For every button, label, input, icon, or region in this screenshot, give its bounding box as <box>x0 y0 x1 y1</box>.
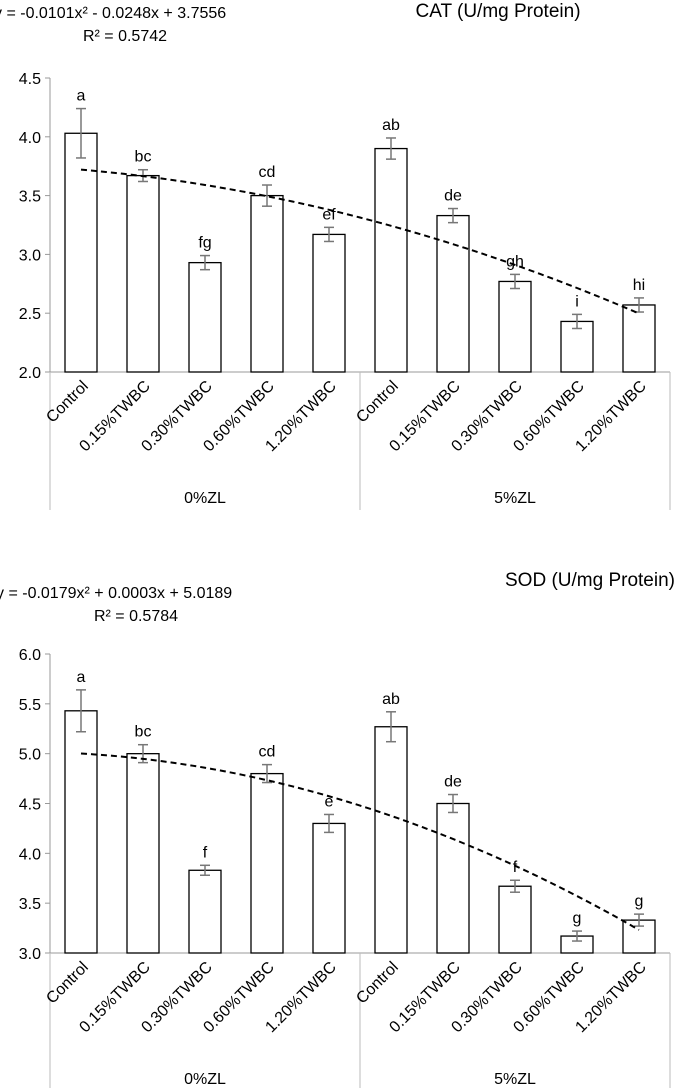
sod-significance-letter: bc <box>135 724 152 741</box>
sod-category-label: Control <box>353 959 401 1007</box>
sod-chart: y = -0.0179x² + 0.0003x + 5.0189 R² = 0.… <box>0 570 675 1088</box>
sod-bar <box>498 885 532 954</box>
cat-significance-letter: a <box>77 88 86 105</box>
cat-category-label: Control <box>353 378 401 426</box>
sod-significance-letter: f <box>203 844 208 861</box>
cat-bar <box>126 174 160 373</box>
cat-significance-letter: cd <box>259 164 276 181</box>
cat-category-label: Control <box>43 378 91 426</box>
sod-significance-letter: f <box>513 859 518 876</box>
sod-group-label: 0%ZL <box>184 1071 226 1088</box>
sod-significance-letter: g <box>573 910 582 927</box>
sod-chart-title: SOD (U/mg Protein) <box>505 570 675 591</box>
cat-trend-equation: y = -0.0101x² - 0.0248x + 3.7556 <box>0 5 226 22</box>
sod-significance-letter: a <box>77 669 86 686</box>
sod-r-squared: R² = 0.5784 <box>94 608 178 625</box>
sod-y-tick-label: 5.5 <box>19 697 41 714</box>
cat-bar <box>622 304 656 373</box>
sod-y-tick-label: 6.0 <box>19 647 41 664</box>
cat-r-squared: R² = 0.5742 <box>83 28 167 45</box>
sod-significance-letter: e <box>325 793 334 810</box>
cat-significance-letter: i <box>575 293 579 310</box>
sod-y-tick-label: 4.5 <box>19 797 41 814</box>
cat-bar <box>250 194 284 373</box>
sod-y-tick-label: 5.0 <box>19 747 41 764</box>
sod-significance-letter: g <box>635 893 644 910</box>
cat-y-tick-label: 3.5 <box>19 189 41 206</box>
sod-bar <box>126 753 160 954</box>
sod-bar <box>436 802 470 954</box>
cat-bar <box>498 280 532 373</box>
cat-significance-letter: bc <box>135 149 152 166</box>
cat-y-tick-label: 4.0 <box>19 130 41 147</box>
sod-trend-equation: y = -0.0179x² + 0.0003x + 5.0189 <box>0 585 232 602</box>
cat-bar <box>64 132 98 373</box>
sod-bar <box>188 869 222 954</box>
cat-chart: y = -0.0101x² - 0.0248x + 3.7556 R² = 0.… <box>0 1 671 510</box>
cat-chart-title: CAT (U/mg Protein) <box>415 1 580 22</box>
sod-bar <box>374 726 408 954</box>
cat-trendline <box>80 168 640 315</box>
cat-group-label: 0%ZL <box>184 490 226 507</box>
cat-y-tick-label: 4.5 <box>19 71 41 88</box>
sod-y-tick-label: 4.0 <box>19 846 41 863</box>
cat-bar <box>374 147 408 373</box>
cat-y-tick-label: 2.5 <box>19 306 41 323</box>
cat-group-label: 5%ZL <box>494 490 536 507</box>
sod-y-tick-label: 3.0 <box>19 946 41 963</box>
sod-bar <box>250 772 284 954</box>
sod-bar <box>312 822 346 954</box>
sod-significance-letter: de <box>444 774 462 791</box>
cat-bar <box>188 261 222 373</box>
cat-bar <box>312 233 346 373</box>
sod-category-label: Control <box>43 959 91 1007</box>
cat-y-tick-label: 2.0 <box>19 365 41 382</box>
sod-trendline <box>80 752 640 931</box>
sod-significance-letter: ab <box>382 691 400 708</box>
sod-significance-letter: cd <box>259 744 276 761</box>
cat-y-tick-label: 3.0 <box>19 247 41 264</box>
sod-bar <box>64 710 98 954</box>
sod-y-tick-label: 3.5 <box>19 896 41 913</box>
cat-significance-letter: de <box>444 188 462 205</box>
sod-group-label: 5%ZL <box>494 1071 536 1088</box>
cat-bar <box>436 214 470 373</box>
cat-significance-letter: ab <box>382 117 400 134</box>
cat-significance-letter: hi <box>633 277 645 294</box>
cat-significance-letter: fg <box>198 235 211 252</box>
